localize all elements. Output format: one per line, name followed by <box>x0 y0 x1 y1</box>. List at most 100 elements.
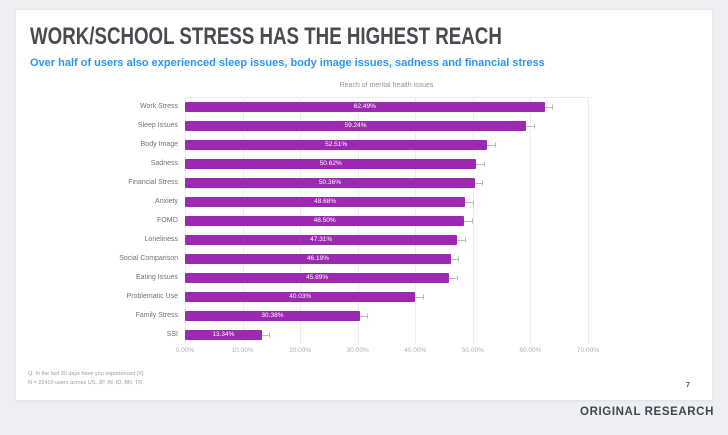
x-tick-label: 40.00% <box>404 347 427 354</box>
bar-value-label: 48.68% <box>314 198 337 205</box>
error-bar-line <box>474 182 483 184</box>
error-bar-cap <box>269 332 271 337</box>
error-bar-line <box>464 220 472 222</box>
footnote-sample: N = 22410 users across US, JP, IN, ID, B… <box>28 379 144 386</box>
category-label: Family Stress <box>135 312 178 319</box>
error-bar-cap <box>482 180 484 185</box>
x-tick-label: 20.00% <box>289 347 312 354</box>
bar: 40.03% <box>185 291 416 302</box>
bar-row: Work Stress 62.49% <box>100 97 592 116</box>
category-label: Loneliness <box>144 236 178 243</box>
bar-value-label: 48.50% <box>313 217 336 224</box>
error-bar-cap <box>367 313 369 318</box>
bar-track: 59.24% <box>185 116 588 135</box>
bar: 47.31% <box>185 234 458 245</box>
bar: 48.50% <box>185 215 465 226</box>
bar-row: SSI 13.34% <box>100 325 592 344</box>
slide-card: WORK/SCHOOL STRESS HAS THE HIGHEST REACH… <box>16 10 712 400</box>
error-bar-cap <box>471 218 473 223</box>
bar-row: Sleep Issues 59.24% <box>100 116 592 135</box>
error-bar-line <box>449 277 457 279</box>
error-bar-line <box>359 315 368 317</box>
error-bar-line <box>465 201 473 203</box>
error-bar-line <box>487 144 495 146</box>
category-label: SSI <box>166 331 178 338</box>
error-bar-line <box>261 334 270 336</box>
bar-track: 40.03% <box>185 287 588 306</box>
bar-row: Loneliness 47.31% <box>100 230 592 249</box>
bar: 30.38% <box>185 310 360 321</box>
bar-value-label: 50.36% <box>318 179 341 186</box>
category-label: Anxiety <box>155 198 178 205</box>
bar: 59.24% <box>185 120 527 131</box>
x-tick-label: 60.00% <box>519 347 542 354</box>
bar-track: 50.36% <box>185 173 588 192</box>
category-label: Financial Stress <box>128 179 178 186</box>
x-tick-label: 0.00% <box>175 347 195 354</box>
bar-value-label: 59.24% <box>344 122 367 129</box>
error-bar-line <box>544 106 553 108</box>
bar: 13.34% <box>185 329 262 340</box>
bar-track: 50.62% <box>185 154 588 173</box>
error-bar-line <box>476 163 484 165</box>
bar-value-label: 45.89% <box>306 274 329 281</box>
category-label: FOMO <box>157 217 178 224</box>
bar-row: Eating Issues 45.89% <box>100 268 592 287</box>
bar-track: 46.19% <box>185 249 588 268</box>
x-tick-label: 50.00% <box>461 347 484 354</box>
bar-row: Sadness 50.62% <box>100 154 592 173</box>
x-tick-label: 70.00% <box>576 347 600 354</box>
error-bar-line <box>526 125 534 127</box>
bar-value-label: 47.31% <box>310 236 333 243</box>
error-bar-cap <box>456 275 458 280</box>
bar-value-label: 30.38% <box>261 312 284 319</box>
bar-track: 47.31% <box>185 230 588 249</box>
bar-track: 52.51% <box>185 135 588 154</box>
error-bar-cap <box>483 161 485 166</box>
bar: 50.62% <box>185 158 477 169</box>
error-bar-cap <box>533 123 535 128</box>
bar-value-label: 40.03% <box>289 293 312 300</box>
bar: 45.89% <box>185 272 450 283</box>
gridline <box>588 98 589 344</box>
reach-bar-chart: Reach of mental health issues Work Stres… <box>100 82 599 356</box>
bar-track: 13.34% <box>185 325 588 344</box>
category-label: Sleep Issues <box>137 122 178 129</box>
bar-value-label: 46.19% <box>306 255 329 262</box>
page-number: 7 <box>685 380 690 389</box>
error-bar-cap <box>458 256 460 261</box>
bar: 46.19% <box>185 253 451 264</box>
bar: 50.36% <box>185 177 475 188</box>
category-label: Body Image <box>140 141 178 148</box>
error-bar-cap <box>472 199 474 204</box>
error-bar-cap <box>552 104 554 109</box>
slide-title: WORK/SCHOOL STRESS HAS THE HIGHEST REACH <box>30 23 502 50</box>
x-axis: 0.00% 10.00% 20.00% 30.00% 40.00% 50.00% 60.00… <box>176 344 599 356</box>
error-bar-line <box>457 239 465 241</box>
footer-brand-label: ORIGINAL RESEARCH <box>580 406 714 418</box>
footnote: Q: In the last 30 days have you experien… <box>28 370 144 388</box>
bar-row: Financial Stress 50.36% <box>100 173 592 192</box>
gridline <box>530 98 532 344</box>
category-label: Work Stress <box>140 103 178 110</box>
bar-row: Anxiety 48.68% <box>100 192 592 211</box>
bar-value-label: 50.62% <box>319 160 342 167</box>
bar-value-label: 62.49% <box>353 103 376 110</box>
error-bar-line <box>415 296 423 298</box>
bar-value-label: 13.34% <box>212 331 235 338</box>
x-tick-label: 30.00% <box>346 347 369 354</box>
bar-row: Family Stress 30.38% <box>100 306 592 325</box>
slide-subtitle: Over half of users also experienced slee… <box>30 57 545 69</box>
bar-track: 48.50% <box>185 211 588 230</box>
bar-row: Social Comparison 46.19% <box>100 249 592 268</box>
category-label: Social Comparison <box>119 255 178 262</box>
bar: 48.68% <box>185 196 466 207</box>
bar-value-label: 52.51% <box>325 141 348 148</box>
x-tick-label: 10.00% <box>231 347 254 354</box>
bar-rows: Work Stress 62.49% Sleep Issues 59.24% Body … <box>100 97 592 344</box>
footnote-question: Q: In the last 30 days have you experien… <box>28 371 144 377</box>
chart-title: Reach of mental health issues <box>339 82 434 89</box>
bar-row: Problematic Use 40.03% <box>100 287 592 306</box>
bar-track: 45.89% <box>185 268 588 287</box>
bar: 62.49% <box>185 101 545 112</box>
